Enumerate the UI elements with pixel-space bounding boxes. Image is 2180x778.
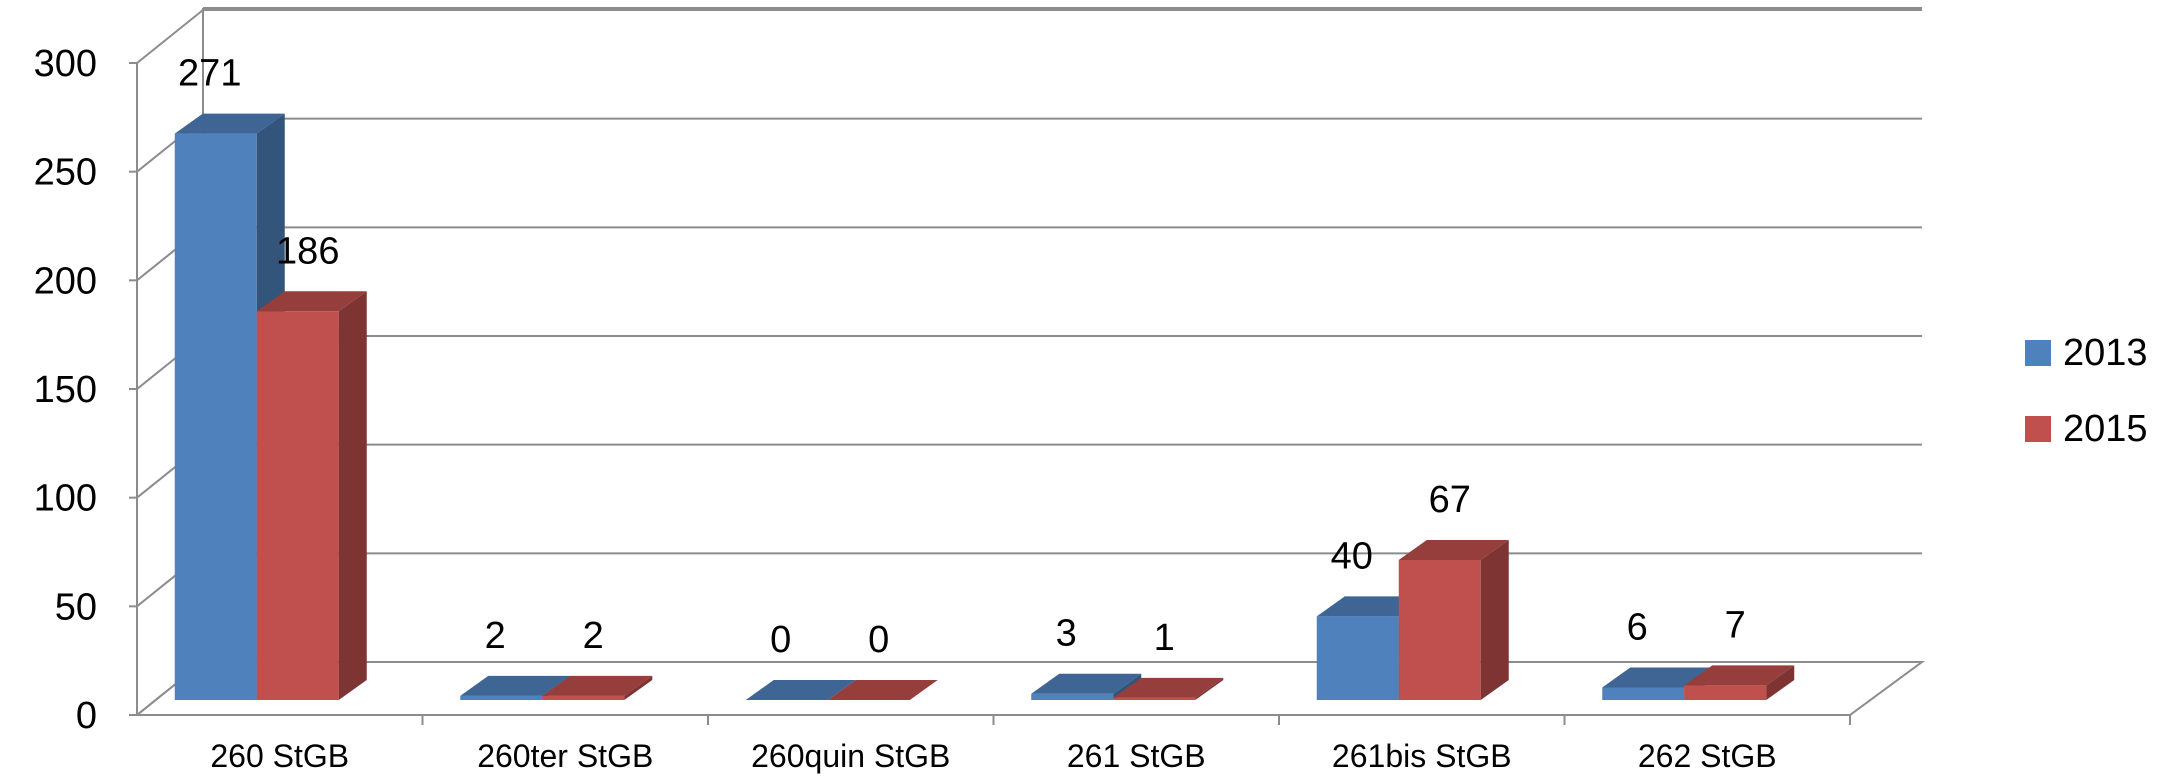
legend-item-2013: 2013: [2025, 315, 2148, 391]
bar-front: [174, 133, 257, 701]
bar-side: [338, 291, 367, 700]
bars: [174, 113, 1795, 701]
bar-top: [256, 291, 367, 312]
bar-front: [1031, 693, 1114, 700]
y-tick-label: 200: [34, 260, 97, 302]
legend-swatch-2013: [2025, 340, 2051, 366]
legend-label-2015: 2015: [2063, 407, 2148, 450]
bar-top: [174, 113, 285, 134]
bar-2015-3: [1113, 677, 1224, 700]
x-tick-label: 261bis StGB: [1332, 738, 1512, 774]
x-tick-label: 260ter StGB: [477, 738, 653, 774]
bar-side: [1766, 665, 1795, 700]
bar-top: [1031, 673, 1142, 694]
data-label-2015-1: 2: [583, 615, 604, 657]
data-label-2015-2: 0: [868, 619, 889, 661]
data-label-2015-0: 186: [276, 230, 339, 272]
y-tick-label: 100: [34, 478, 97, 520]
bar-front: [1684, 685, 1767, 700]
bar-side: [1195, 677, 1224, 700]
gridlines: [134, 7, 1926, 716]
bar-front: [1398, 559, 1481, 700]
legend-swatch-2015: [2025, 416, 2051, 442]
data-label-2015-4: 67: [1429, 479, 1471, 521]
x-tick-label: 262 StGB: [1638, 738, 1777, 774]
gridline-side: [136, 9, 204, 64]
bar-front: [1316, 616, 1399, 700]
bar-2015-0: [256, 291, 367, 700]
data-label-2013-0: 271: [178, 53, 241, 95]
data-label-2015-3: 1: [1154, 617, 1175, 659]
bar-top: [1602, 667, 1713, 688]
bar-side: [1480, 539, 1509, 700]
bar-top: [1398, 539, 1509, 560]
bar-top: [542, 675, 653, 696]
bar-2015-5: [1684, 665, 1795, 700]
data-label-2013-1: 2: [485, 615, 506, 657]
data-label-2013-5: 6: [1627, 606, 1648, 648]
bar-top: [1113, 677, 1224, 698]
y-tick-label: 50: [55, 586, 97, 628]
data-label-2015-5: 7: [1725, 604, 1746, 646]
legend-label-2013: 2013: [2063, 331, 2148, 374]
data-label-2013-4: 40: [1331, 535, 1373, 577]
data-label-2013-3: 3: [1056, 613, 1077, 655]
y-tick-label: 300: [34, 43, 97, 85]
y-tick-label: 250: [34, 152, 97, 194]
bar-2015-1: [542, 675, 653, 700]
bar-front: [256, 311, 339, 700]
x-tick-label: 261 StGB: [1067, 738, 1206, 774]
bar-front: [460, 695, 543, 700]
bar-side: [624, 675, 653, 700]
bar-top: [827, 680, 938, 700]
y-tick-label: 0: [76, 695, 97, 737]
bar-front: [1602, 687, 1685, 700]
bar-2013-2: [745, 680, 856, 700]
bar-2015-2: [827, 680, 938, 700]
bar-2015-4: [1398, 539, 1509, 700]
data-label-2013-2: 0: [770, 619, 791, 661]
bar-front: [1113, 697, 1196, 700]
bar-front: [542, 695, 625, 700]
legend-item-2015: 2015: [2025, 391, 2148, 467]
bar-top: [745, 680, 856, 700]
x-tick-label: 260 StGB: [210, 738, 349, 774]
bar-top: [1684, 665, 1795, 686]
legend: 2013 2015: [2025, 315, 2148, 467]
bar-top: [460, 675, 571, 696]
x-tick-label: 260quin StGB: [751, 738, 950, 774]
y-tick-label: 150: [34, 369, 97, 411]
